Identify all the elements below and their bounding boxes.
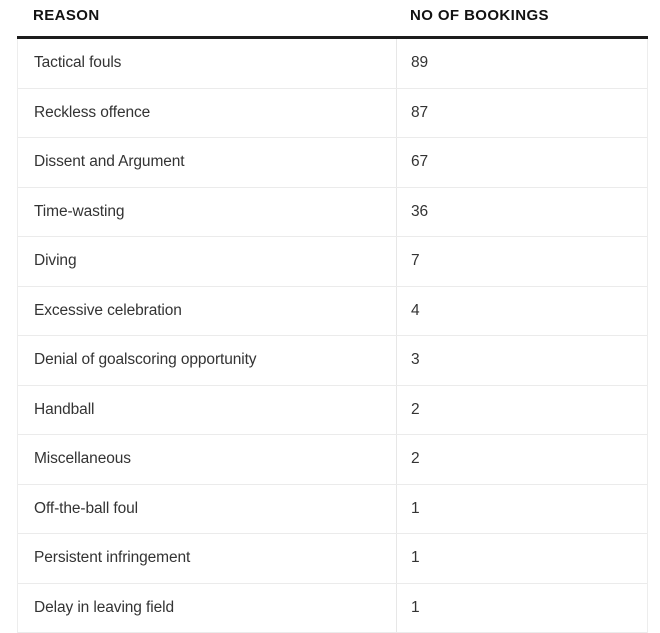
table-row: Dissent and Argument 67 bbox=[18, 138, 647, 188]
table-row: Persistent infringement 1 bbox=[18, 534, 647, 584]
table-row: Off-the-ball foul 1 bbox=[18, 484, 647, 534]
bookings-count-cell: 3 bbox=[396, 336, 647, 385]
bookings-count-cell: 36 bbox=[396, 187, 647, 236]
bookings-count-cell: 1 bbox=[396, 484, 647, 533]
reason-cell: Time-wasting bbox=[34, 202, 125, 220]
bookings-count-cell: 2 bbox=[396, 435, 647, 484]
reason-cell: Diving bbox=[34, 252, 77, 270]
bookings-count-cell: 89 bbox=[396, 39, 647, 88]
bookings-count-cell: 87 bbox=[396, 88, 647, 137]
reason-cell: Tactical fouls bbox=[34, 54, 122, 72]
table-row: Handball 2 bbox=[18, 385, 647, 435]
table-row: Denial of goalscoring opportunity 3 bbox=[18, 336, 647, 386]
bookings-count-cell: 4 bbox=[396, 286, 647, 335]
reason-cell: Excessive celebration bbox=[34, 301, 182, 319]
table-row: Time-wasting 36 bbox=[18, 187, 647, 237]
table-row: Miscellaneous 2 bbox=[18, 435, 647, 485]
reason-cell: Off-the-ball foul bbox=[34, 499, 138, 517]
reason-cell: Delay in leaving field bbox=[34, 598, 174, 616]
bookings-table: REASON NO OF BOOKINGS Tactical fouls 89 … bbox=[17, 0, 648, 633]
table-body: Tactical fouls 89 Reckless offence 87 Di… bbox=[17, 39, 648, 633]
table-row: Reckless offence 87 bbox=[18, 88, 647, 138]
table-row: Tactical fouls 89 bbox=[18, 39, 647, 89]
table-row: Diving 7 bbox=[18, 237, 647, 287]
column-header-bookings: NO OF BOOKINGS bbox=[410, 7, 549, 24]
bookings-count-cell: 7 bbox=[396, 237, 647, 286]
bookings-count-cell: 1 bbox=[396, 534, 647, 583]
reason-cell: Handball bbox=[34, 400, 95, 418]
column-header-reason: REASON bbox=[33, 7, 100, 24]
reason-cell: Denial of goalscoring opportunity bbox=[34, 351, 257, 369]
table-header-row: REASON NO OF BOOKINGS bbox=[17, 0, 648, 39]
bookings-count-cell: 67 bbox=[396, 138, 647, 187]
table-row: Excessive celebration 4 bbox=[18, 286, 647, 336]
reason-cell: Dissent and Argument bbox=[34, 153, 185, 171]
reason-cell: Persistent infringement bbox=[34, 549, 191, 567]
table-row: Delay in leaving field 1 bbox=[18, 583, 647, 633]
reason-cell: Miscellaneous bbox=[34, 450, 131, 468]
reason-cell: Reckless offence bbox=[34, 103, 151, 121]
bookings-count-cell: 1 bbox=[396, 583, 647, 632]
bookings-count-cell: 2 bbox=[396, 385, 647, 434]
